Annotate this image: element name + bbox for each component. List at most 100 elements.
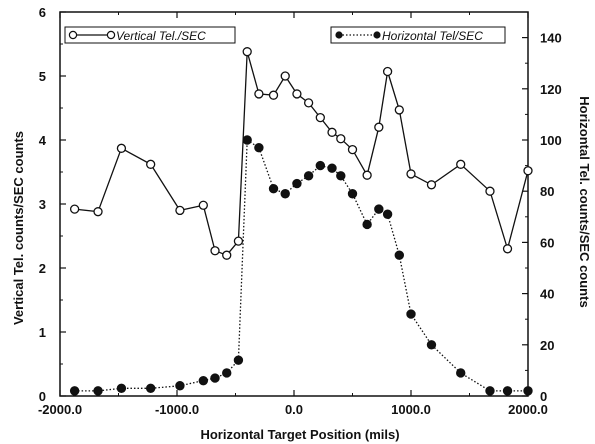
x-tick-label: -1000.0 (155, 402, 199, 417)
legend-vertical-marker (68, 30, 78, 40)
legend-vertical-label: Vertical Tel./SEC (116, 29, 206, 43)
y-left-tick-label: 6 (39, 5, 46, 20)
horizontal-series-point (406, 309, 416, 319)
y-right-tick-label: 20 (540, 338, 554, 353)
horizontal-series-point (303, 171, 314, 181)
vertical-series-point (254, 89, 264, 99)
y-left-tick-label: 1 (39, 325, 46, 340)
vertical-series-point (456, 159, 466, 169)
horizontal-series-point (347, 189, 358, 199)
horizontal-series-point (280, 189, 290, 199)
y-left-tick-label: 5 (39, 69, 46, 84)
horizontal-series-point (175, 381, 185, 391)
y-right-tick-label: 80 (540, 184, 554, 199)
vertical-series-point (406, 169, 416, 179)
vertical-series-point (374, 122, 384, 132)
horizontal-series-point (254, 142, 264, 153)
y-left-tick-label: 4 (39, 133, 47, 148)
horizontal-series-point (523, 386, 533, 396)
y-right-tick-label: 120 (540, 82, 562, 97)
x-axis-title: Horizontal Target Position (mils) (200, 427, 399, 442)
horizontal-series-point (116, 383, 127, 394)
x-tick-label: -2000.0 (38, 402, 82, 417)
vertical-series-point (394, 105, 404, 115)
vertical-series-point (146, 159, 156, 169)
y-axis-right-title: Horizontal Tel. counts/SEC counts (577, 96, 592, 307)
legend-horizontal-box (330, 26, 506, 44)
x-tick-label: 2000.0 (508, 402, 548, 417)
horizontal-series-point (327, 163, 337, 173)
horizontal-series-point (362, 219, 372, 230)
horizontal-series-point (198, 375, 209, 386)
legend-horizontal: Horizontal Tel/SEC (330, 26, 506, 44)
legend-horizontal-marker (373, 31, 381, 39)
horizontal-series-point (145, 383, 156, 394)
vertical-series-point (268, 90, 279, 100)
x-tick-label: 1000.0 (391, 402, 431, 417)
vertical-series-point (362, 170, 372, 180)
horizontal-series-point (374, 204, 384, 214)
y-axis-right: 0 20 40 60 80 100 120 140 (522, 31, 562, 404)
vertical-series-point (347, 144, 358, 155)
y-axis-left-title: Vertical Tel. counts/SEC counts (11, 131, 26, 325)
vertical-series-line (74, 51, 529, 256)
horizontal-series-point (268, 183, 279, 194)
y-left-tick-label: 2 (39, 261, 46, 276)
legend-vertical-marker (106, 30, 116, 40)
y-left-tick-label: 0 (39, 389, 46, 404)
horizontal-series-point (93, 386, 103, 396)
horizontal-series-point (69, 386, 80, 396)
vertical-series-point (198, 200, 208, 210)
horizontal-series-point (292, 178, 302, 189)
y-right-tick-label: 40 (540, 287, 554, 302)
horizontal-series-point (336, 171, 346, 181)
vertical-series-point (222, 250, 232, 260)
horizontal-series-point (456, 368, 466, 378)
legend-horizontal-label: Horizontal Tel/SEC (382, 29, 483, 43)
vertical-series-point (93, 207, 103, 217)
horizontal-series-point (233, 355, 244, 365)
vertical-series-point (336, 134, 346, 144)
vertical-series-point (292, 89, 302, 99)
y-axis-left: 0 1 2 3 4 5 6 (39, 5, 66, 404)
vertical-series-point (69, 204, 80, 214)
horizontal-series-point (502, 386, 513, 396)
vertical-series-point (210, 246, 220, 256)
horizontal-series-point (382, 209, 393, 219)
vertical-series-point (233, 236, 244, 246)
legend-horizontal-marker (335, 31, 343, 39)
horizontal-series-point (315, 160, 326, 171)
legend-vertical-box (64, 26, 236, 44)
vertical-series-point (502, 244, 513, 254)
y-right-tick-label: 100 (540, 133, 562, 148)
y-right-tick-label: 140 (540, 31, 562, 46)
horizontal-series-point (426, 340, 437, 350)
vertical-series-point (303, 98, 314, 108)
horizontal-series-point (210, 373, 220, 383)
y-left-tick-label: 3 (39, 197, 46, 212)
vertical-series-point (175, 205, 185, 216)
vertical-series-point (523, 166, 533, 176)
vertical-series-point (242, 47, 252, 57)
horizontal-series-point (222, 368, 232, 378)
y-right-tick-label: 60 (540, 235, 554, 250)
vertical-series-point (426, 180, 437, 190)
horizontal-series-point (485, 386, 495, 396)
series-layer (69, 47, 533, 396)
vertical-series-point (327, 127, 337, 137)
vertical-series-point (382, 66, 393, 77)
x-axis: -2000.0 -1000.0 0.0 1000.0 2000.0 (38, 12, 548, 417)
vertical-series-point (116, 143, 127, 153)
plot-border (59, 11, 529, 397)
y-right-tick-label: 0 (540, 389, 547, 404)
vertical-series-point (315, 112, 325, 123)
vertical-series-point (485, 186, 495, 196)
plot-frame (59, 11, 529, 397)
vertical-series-point (280, 71, 290, 81)
horizontal-series-point (242, 135, 252, 145)
legend-vertical: Vertical Tel./SEC (64, 26, 236, 44)
horizontal-series-point (394, 250, 404, 260)
horizontal-series-line (74, 138, 528, 392)
legend-layer: Vertical Tel./SEC Horizontal Tel/SEC (64, 26, 506, 44)
